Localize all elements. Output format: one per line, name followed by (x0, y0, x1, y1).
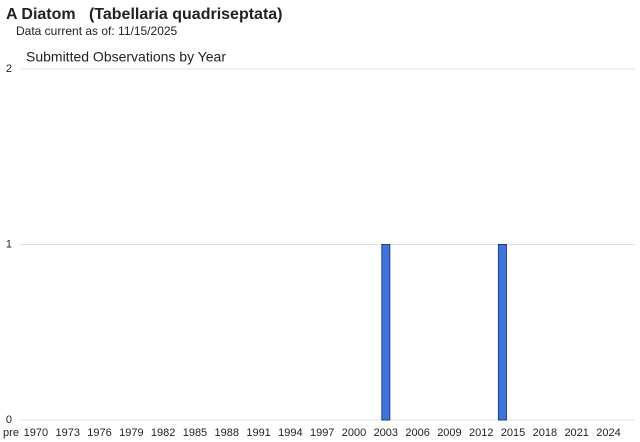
bar (381, 244, 391, 421)
x-tick-label: 1994 (278, 427, 302, 439)
x-tick-label: 2018 (533, 427, 557, 439)
x-tick-label: 1973 (55, 427, 79, 439)
x-tick-label: 2009 (437, 427, 461, 439)
y-tick-label: 0 (6, 414, 12, 426)
x-tick-label: 2015 (501, 427, 525, 439)
chart-title: Submitted Observations by Year (26, 49, 226, 65)
x-tick-label: 1997 (310, 427, 334, 439)
x-tick-label: 2000 (342, 427, 366, 439)
y-tick-label: 1 (6, 238, 12, 250)
x-tick-label: 2012 (469, 427, 493, 439)
bar (497, 244, 507, 421)
y-tick-label: 2 (6, 63, 12, 75)
x-tick-label: 1976 (87, 427, 111, 439)
x-tick-label: 2006 (405, 427, 429, 439)
x-tick-label: 1982 (151, 427, 175, 439)
x-tick-label: 1970 (24, 427, 48, 439)
page-title: A Diatom (Tabellaria quadriseptata) (6, 6, 283, 23)
x-tick-label: 2021 (564, 427, 588, 439)
x-tick-label: pre (3, 427, 19, 439)
x-tick-label: 2024 (596, 427, 620, 439)
subtitle: Data current as of: 11/15/2025 (16, 24, 178, 38)
x-tick-label: 2003 (374, 427, 398, 439)
x-tick-label: 1979 (119, 427, 143, 439)
x-tick-label: 1985 (183, 427, 207, 439)
x-tick-label: 1988 (215, 427, 239, 439)
x-tick-label: 1991 (246, 427, 270, 439)
